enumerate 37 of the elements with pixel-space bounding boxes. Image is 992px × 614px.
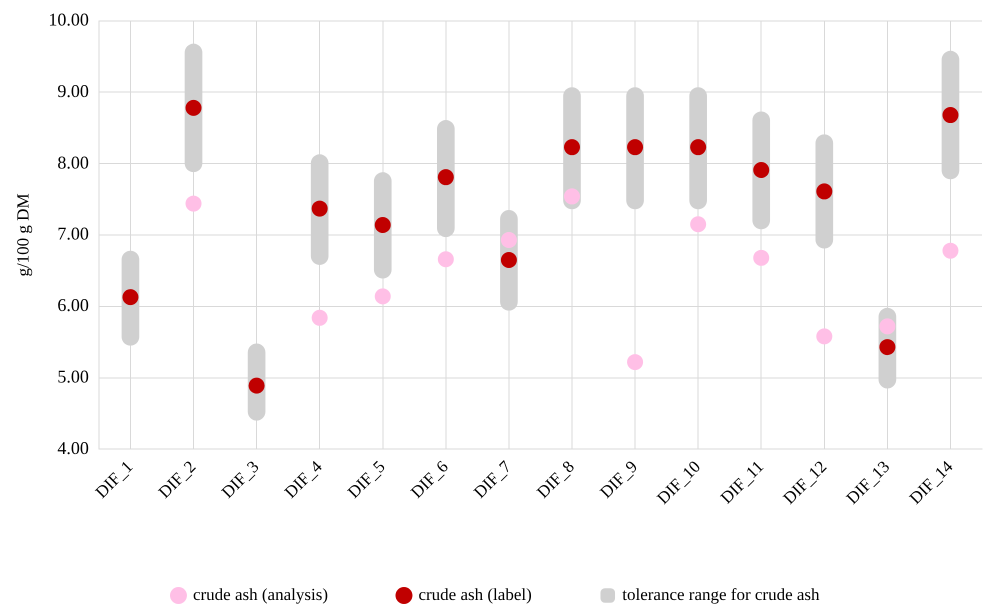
point (627, 354, 644, 370)
point (122, 289, 138, 306)
point (564, 188, 580, 204)
point (438, 251, 454, 268)
point (438, 169, 454, 186)
point (879, 339, 896, 356)
point (816, 183, 832, 200)
point (816, 328, 832, 344)
point (690, 216, 706, 232)
y-tick-label: 10.00 (48, 10, 89, 30)
point (500, 252, 517, 268)
point (312, 310, 328, 326)
y-tick-label: 8.00 (57, 152, 89, 172)
point (186, 196, 202, 212)
point (753, 162, 770, 178)
point (627, 139, 644, 156)
point (690, 139, 706, 156)
y-tick-label: 5.00 (57, 366, 89, 387)
y-tick-label: 6.00 (57, 295, 89, 316)
point (879, 318, 896, 334)
y-tick-label: 4.00 (57, 438, 89, 458)
y-tick-label: 9.00 (57, 80, 89, 101)
legend-label: tolerance range for crude ash (622, 584, 820, 604)
point (248, 378, 265, 394)
point (942, 242, 958, 259)
legend-label: crude ash (label) (418, 584, 532, 604)
point (753, 250, 770, 266)
legend-label: crude ash (analysis) (192, 584, 328, 604)
point (312, 200, 328, 217)
y-tick-label: 7.00 (57, 224, 89, 244)
point (942, 107, 958, 124)
point (500, 232, 517, 248)
point (374, 288, 391, 304)
y-axis-title: g/100 g DM (14, 193, 33, 277)
point (186, 100, 202, 116)
point (374, 216, 391, 233)
point (564, 139, 580, 156)
